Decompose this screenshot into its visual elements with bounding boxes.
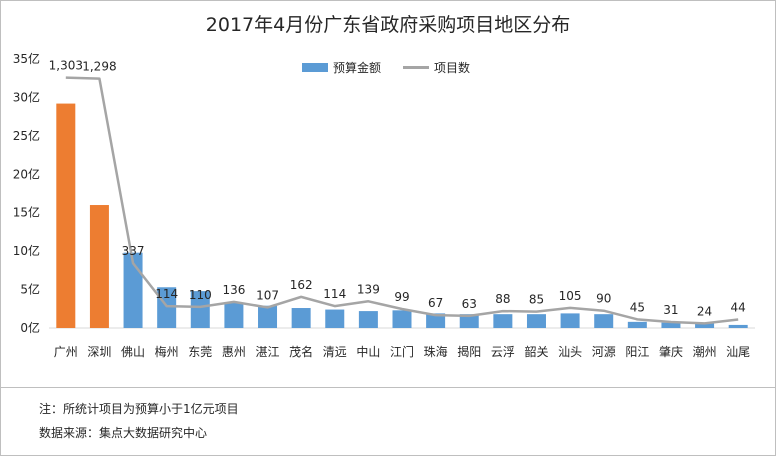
bar-韶关 — [526, 314, 546, 328]
bar-惠州 — [224, 302, 244, 328]
bar-深圳 — [89, 205, 109, 328]
line-data-label: 67 — [428, 296, 443, 310]
x-tick-label: 清远 — [323, 345, 347, 359]
x-tick-label: 云浮 — [491, 345, 515, 359]
x-tick-label: 中山 — [356, 344, 380, 359]
y-tick-label: 35亿 — [13, 51, 40, 66]
footer-divider — [0, 387, 776, 388]
y-tick-label: 0亿 — [20, 320, 40, 335]
line-data-label: 85 — [529, 293, 544, 307]
x-tick-label: 汕尾 — [726, 345, 750, 359]
line-data-label: 88 — [495, 292, 510, 306]
x-tick-label: 茂名 — [289, 344, 313, 359]
line-data-label: 162 — [290, 278, 313, 292]
line-data-label: 24 — [697, 304, 712, 318]
bar-珠海 — [426, 313, 446, 328]
line-data-label: 337 — [122, 244, 145, 258]
chart-title: 2017年4月份广东省政府采购项目地区分布 — [205, 14, 571, 36]
bar-揭阳 — [459, 314, 479, 328]
x-tick-label: 韶关 — [524, 344, 548, 359]
bar-佛山 — [123, 252, 143, 328]
line-data-label: 110 — [189, 288, 212, 302]
bar-潮州 — [695, 323, 715, 328]
line-data-label: 1,303 — [49, 59, 83, 73]
line-data-label: 105 — [559, 289, 582, 303]
x-tick-label: 江门 — [390, 344, 414, 359]
y-tick-label: 25亿 — [13, 128, 40, 143]
line-data-label: 114 — [323, 287, 346, 301]
legend-label-count: 项目数 — [434, 61, 471, 75]
line-project-count — [65, 76, 739, 325]
line-data-label: 99 — [394, 290, 409, 304]
line-data-label: 45 — [630, 300, 645, 314]
bar-阳江 — [627, 321, 647, 328]
x-tick-label: 佛山 — [121, 345, 145, 359]
y-tick-label: 15亿 — [13, 205, 40, 220]
x-tick-label: 阳江 — [625, 345, 649, 359]
line-data-label: 114 — [155, 287, 178, 301]
bar-中山 — [358, 311, 378, 328]
x-tick-label: 广州 — [54, 345, 78, 359]
x-tick-label: 潮州 — [693, 344, 717, 359]
x-tick-label: 深圳 — [87, 345, 111, 359]
bar-河源 — [594, 314, 614, 328]
x-tick-label: 东莞 — [188, 345, 212, 359]
x-tick-label: 梅州 — [155, 344, 179, 359]
line-data-label: 136 — [222, 283, 245, 297]
bar-茂名 — [291, 308, 311, 328]
data-source: 数据来源：集点大数据研究中心 — [39, 426, 208, 440]
bar-汕尾 — [728, 324, 748, 328]
line-data-label: 90 — [596, 292, 611, 306]
bar-肇庆 — [661, 322, 681, 328]
bar-清远 — [325, 309, 345, 328]
bar-江门 — [392, 310, 412, 328]
line-data-label: 107 — [256, 288, 279, 302]
line-data-label: 31 — [663, 303, 678, 317]
bar-东莞 — [190, 291, 210, 328]
line-data-label: 63 — [462, 297, 477, 311]
bar-汕头 — [560, 313, 580, 328]
x-tick-label: 湛江 — [256, 345, 280, 359]
y-tick-label: 30亿 — [13, 89, 40, 104]
line-data-label: 139 — [357, 282, 380, 296]
bar-梅州 — [157, 287, 177, 328]
y-tick-label: 10亿 — [13, 243, 40, 258]
bar-湛江 — [258, 305, 278, 328]
y-tick-label: 5亿 — [20, 282, 40, 297]
bar-广州 — [56, 103, 76, 328]
x-tick-label: 惠州 — [222, 345, 246, 359]
x-tick-label: 珠海 — [424, 344, 448, 359]
line-data-label: 1,298 — [82, 60, 116, 74]
x-tick-label: 河源 — [592, 345, 616, 359]
legend-swatch-count — [403, 66, 429, 69]
x-tick-label: 肇庆 — [659, 344, 683, 359]
bar-云浮 — [493, 314, 513, 328]
legend-swatch-budget — [302, 63, 328, 72]
line-data-label: 44 — [731, 301, 746, 315]
x-tick-label: 揭阳 — [457, 344, 481, 359]
legend-label-budget: 预算金额 — [333, 61, 382, 75]
x-tick-label: 汕头 — [558, 345, 582, 359]
y-tick-label: 20亿 — [13, 166, 40, 181]
footnote: 注：所统计项目为预算小于1亿元项目 — [39, 402, 239, 416]
